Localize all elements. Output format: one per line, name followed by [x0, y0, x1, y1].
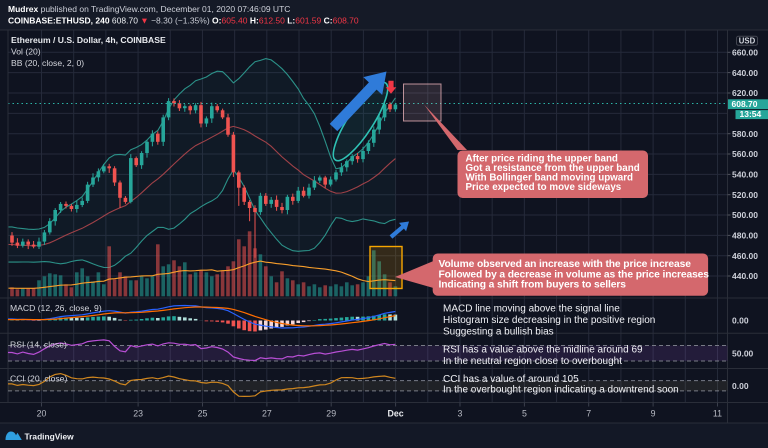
svg-text:7: 7 [586, 409, 591, 419]
svg-text:In the neutral region close to: In the neutral region close to overbough… [443, 356, 622, 367]
svg-text:25: 25 [198, 409, 208, 419]
svg-text:13:54: 13:54 [740, 109, 762, 119]
svg-text:0.00: 0.00 [732, 381, 749, 391]
svg-text:Price expected to move sideway: Price expected to move sideways [466, 182, 622, 193]
svg-text:USD: USD [739, 37, 756, 46]
svg-text:BB (20, close, 2, 0): BB (20, close, 2, 0) [11, 58, 84, 68]
svg-text:620.00: 620.00 [732, 88, 758, 98]
svg-text:440.00: 440.00 [732, 271, 758, 281]
svg-text:0.00: 0.00 [732, 316, 749, 326]
svg-text:11: 11 [713, 409, 722, 419]
svg-text:20: 20 [37, 409, 47, 419]
svg-text:Mudrex published on TradingVie: Mudrex published on TradingView.com, Dec… [8, 4, 290, 14]
svg-text:50.00: 50.00 [732, 349, 754, 359]
svg-text:CCI (20, close): CCI (20, close) [10, 374, 67, 384]
svg-text:Dec: Dec [388, 409, 404, 419]
svg-text:23: 23 [133, 409, 143, 419]
svg-text:Followed by a decrease in volu: Followed by a decrease in volume as the … [439, 269, 710, 280]
svg-text:Histogram size decreasing in t: Histogram size decreasing in the positiv… [443, 315, 655, 326]
svg-text:640.00: 640.00 [732, 68, 758, 78]
svg-text:3: 3 [458, 409, 463, 419]
svg-text:TradingView: TradingView [25, 432, 75, 442]
svg-text:Suggesting a bullish bias: Suggesting a bullish bias [443, 326, 554, 337]
svg-text:560.00: 560.00 [732, 149, 758, 159]
svg-text:520.00: 520.00 [732, 190, 758, 200]
svg-text:Got a resistance from the uppe: Got a resistance from the upper band [466, 163, 640, 174]
svg-text:460.00: 460.00 [732, 251, 758, 261]
svg-text:After price riding the upper b: After price riding the upper band [466, 153, 618, 164]
svg-text:500.00: 500.00 [732, 210, 758, 220]
svg-text:5: 5 [522, 409, 527, 419]
svg-text:580.00: 580.00 [732, 129, 758, 139]
svg-text:MACD line moving above the sig: MACD line moving above the signal line [443, 304, 620, 315]
svg-text:540.00: 540.00 [732, 170, 758, 180]
svg-text:With Bollinger band moving upw: With Bollinger band moving upward [466, 173, 634, 184]
svg-text:RSI (14, close): RSI (14, close) [10, 340, 67, 350]
svg-text:Indicating a shift from buyers: Indicating a shift from buyers to seller… [439, 280, 627, 291]
svg-text:RSI has a value above the midl: RSI has a value above the midline around… [443, 345, 643, 356]
svg-text:CCI has a value of around 105: CCI has a value of around 105 [443, 374, 579, 385]
svg-text:Ethereum / U.S. Dollar, 4h, CO: Ethereum / U.S. Dollar, 4h, COINBASE [11, 35, 166, 45]
svg-text:480.00: 480.00 [732, 231, 758, 241]
svg-text:Volume observed an increase wi: Volume observed an increase with the pri… [439, 259, 692, 270]
svg-text:MACD (12, 26, close, 9): MACD (12, 26, close, 9) [10, 303, 102, 313]
svg-text:27: 27 [262, 409, 272, 419]
svg-text:Vol (20): Vol (20) [11, 47, 41, 57]
svg-text:29: 29 [326, 409, 336, 419]
svg-text:9: 9 [651, 409, 656, 419]
svg-text:660.00: 660.00 [732, 48, 758, 58]
svg-text:In the overbought region indic: In the overbought region indicating a do… [443, 385, 679, 396]
svg-text:COINBASE:ETHUSD, 240 608.70 ▼: COINBASE:ETHUSD, 240 608.70 ▼ −8.30 (−1.… [8, 16, 359, 26]
svg-text:608.70: 608.70 [732, 99, 758, 109]
